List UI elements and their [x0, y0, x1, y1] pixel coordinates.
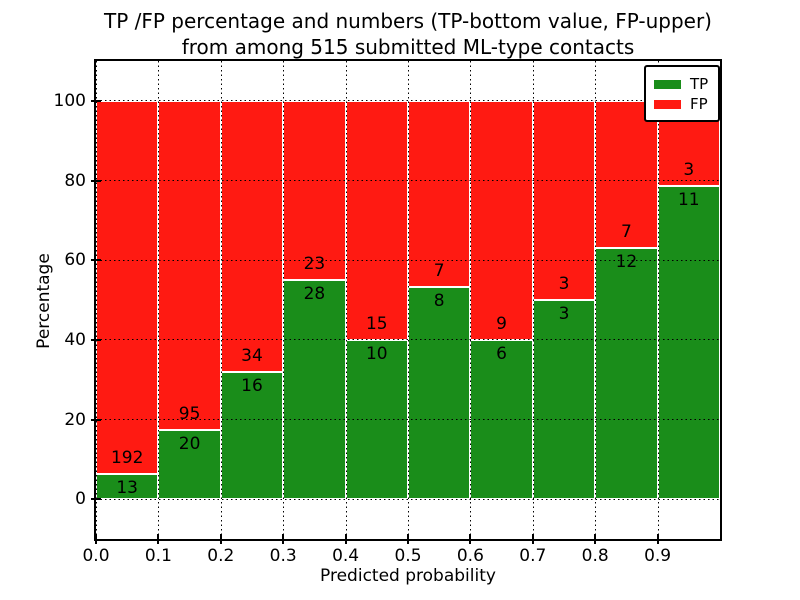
x-tick-label: 0.6 — [456, 546, 484, 566]
bar-tp — [532, 300, 596, 500]
fp-count-label: 23 — [303, 254, 326, 275]
chart-title-line2: from among 515 submitted ML-type contact… — [181, 35, 635, 59]
fp-count-label: 7 — [620, 221, 632, 242]
chart-title-line1: TP /FP percentage and numbers (TP-bottom… — [104, 9, 712, 33]
tp-count-label: 13 — [116, 477, 139, 498]
tp-count-label: 10 — [365, 343, 388, 364]
fp-count-label: 3 — [558, 274, 570, 294]
fp-count-label: 192 — [110, 447, 144, 468]
tp-count-label: 20 — [178, 433, 201, 454]
v-gridline — [532, 61, 534, 539]
legend-item-tp: TP — [654, 74, 708, 94]
x-tick-label: 0.3 — [269, 546, 297, 566]
x-tick-mark — [157, 534, 160, 544]
x-tick-mark — [95, 534, 97, 544]
tp-count-label: 8 — [433, 290, 445, 311]
bar-tp — [408, 286, 471, 500]
bar-fp — [345, 100, 408, 340]
fp-count-label: 3 — [683, 160, 695, 181]
bar-fp — [470, 100, 533, 340]
tp-count-label: 16 — [241, 375, 263, 396]
tp-color-swatch — [654, 79, 681, 89]
tp-count-label: 12 — [615, 251, 638, 272]
x-axis-label: Predicted probability — [320, 566, 496, 586]
bar-tp — [283, 280, 346, 500]
x-tick-label: 0.9 — [644, 546, 672, 566]
y-tick-label: 40 — [64, 329, 86, 350]
v-gridline — [283, 61, 285, 539]
x-tick-mark — [531, 534, 534, 544]
y-tick-label: 60 — [64, 250, 86, 271]
x-tick-label: 0.2 — [207, 546, 235, 566]
x-tick-label: 0.7 — [519, 546, 547, 566]
x-tick-mark — [407, 534, 409, 544]
y-tick-label: 0 — [75, 489, 86, 510]
y-tick-label: 20 — [64, 409, 86, 430]
x-tick-label: 0.0 — [82, 546, 110, 566]
x-tick-mark — [594, 534, 597, 544]
x-tick-mark — [656, 534, 659, 544]
legend-label-tp: TP — [690, 75, 709, 93]
y-tick-label: 100 — [53, 90, 86, 111]
fp-count-label: 15 — [365, 313, 388, 334]
fp-color-swatch — [654, 99, 681, 109]
bar-fp — [220, 100, 284, 372]
x-tick-label: 0.8 — [581, 546, 609, 566]
bar-tp — [96, 473, 159, 500]
v-gridline — [158, 61, 160, 539]
fp-count-label: 9 — [496, 313, 508, 334]
y-tick-label: 80 — [64, 170, 86, 191]
y-axis-label: Percentage — [34, 253, 54, 349]
v-gridline — [408, 61, 409, 539]
bar-fp — [158, 100, 221, 430]
x-tick-mark — [219, 534, 222, 544]
x-tick-label: 0.4 — [332, 546, 360, 566]
y-tick-mark — [91, 99, 101, 102]
chart-title: TP /FP percentage and numbers (TP-bottom… — [88, 8, 728, 60]
tp-count-label: 3 — [558, 304, 570, 324]
x-tick-mark — [344, 534, 347, 544]
bar-fp — [96, 100, 159, 474]
tp-count-label: 11 — [677, 190, 700, 211]
bar-fp — [532, 100, 596, 300]
y-tick-mark — [91, 498, 101, 501]
y-tick-mark — [91, 338, 101, 341]
x-tick-label: 0.5 — [394, 546, 422, 566]
v-gridline — [96, 61, 97, 539]
y-tick-mark — [91, 418, 101, 421]
fp-count-label: 34 — [241, 345, 263, 366]
tp-count-label: 6 — [496, 343, 508, 364]
tp-count-label: 28 — [303, 284, 326, 305]
fp-count-label: 7 — [433, 260, 445, 281]
fp-count-label: 95 — [178, 403, 201, 424]
legend: TP FP — [644, 65, 721, 122]
v-gridline — [220, 61, 222, 539]
y-tick-mark — [91, 259, 101, 262]
legend-item-fp: FP — [654, 94, 708, 114]
bar-fp — [408, 100, 471, 287]
v-gridline — [657, 61, 659, 539]
x-tick-mark — [282, 534, 285, 544]
x-tick-label: 0.1 — [144, 546, 172, 566]
v-gridline — [345, 61, 347, 539]
bar-tp — [657, 186, 720, 500]
bar-tp — [595, 247, 658, 500]
y-tick-mark — [91, 179, 101, 182]
legend-label-fp: FP — [690, 95, 708, 113]
v-gridline — [595, 61, 597, 539]
x-tick-mark — [469, 534, 472, 544]
v-gridline — [470, 61, 472, 539]
